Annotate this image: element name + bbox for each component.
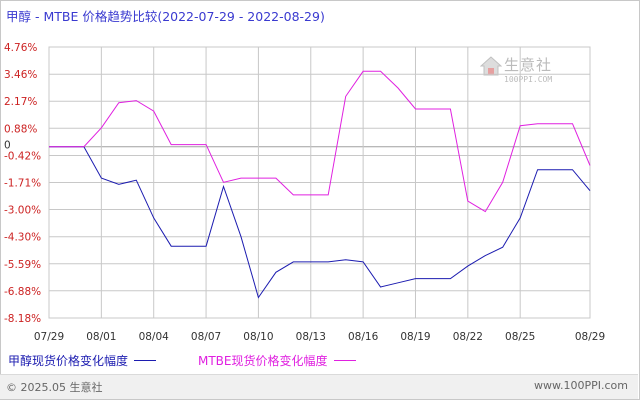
legend-swatch-series-1 xyxy=(134,360,157,361)
grid-lines xyxy=(48,46,591,319)
x-tick-label: 08/01 xyxy=(86,331,116,343)
legend-swatch-series-2 xyxy=(333,360,356,361)
x-tick-label: 07/29 xyxy=(34,331,64,343)
y-tick-label: -0.42% xyxy=(4,150,41,162)
x-tick-labels: 07/29 08/01 08/04 08/07 08/10 08/13 08/16 08/19… xyxy=(34,331,605,343)
x-tick-label: 08/10 xyxy=(243,331,273,343)
watermark-name: 生意社 xyxy=(504,56,553,74)
x-tick-label: 08/25 xyxy=(505,331,535,343)
legend-label-series-1: 甲醇现货价格变化幅度 xyxy=(8,354,129,368)
legend-label-series-2: MTBE现货价格变化幅度 xyxy=(198,354,328,368)
y-tick-label: 2.17% xyxy=(4,96,37,108)
y-tick-label: -6.88% xyxy=(4,286,41,298)
footer: © 2025.05 生意社 www.100PPI.com xyxy=(0,374,638,399)
series-line-1 xyxy=(49,146,591,299)
x-tick-label: 08/07 xyxy=(191,331,221,343)
x-tick-label: 08/13 xyxy=(296,331,326,343)
y-tick-label: -4.30% xyxy=(4,232,41,244)
y-tick-label: -8.18% xyxy=(4,313,41,325)
legend-item-series-2: MTBE现货价格变化幅度 xyxy=(198,352,362,369)
x-tick-label: 08/19 xyxy=(400,331,430,343)
legend-item-series-1: 甲醇现货价格变化幅度 xyxy=(8,352,162,369)
watermark-url: 100PPI.COM xyxy=(504,75,553,84)
y-tick-label: -1.71% xyxy=(4,178,41,190)
y-tick-label: -5.59% xyxy=(4,259,41,271)
y-tick-label: 0.88% xyxy=(4,123,37,135)
y-tick-label: 4.76% xyxy=(4,42,37,54)
x-tick-label: 08/16 xyxy=(348,331,379,343)
x-tick-label: 08/04 xyxy=(139,331,170,343)
x-tick-label: 08/22 xyxy=(453,331,483,343)
watermark: 生意社 100PPI.COM xyxy=(480,54,580,94)
y-tick-label: 3.46% xyxy=(4,69,37,81)
zero-label: 0 xyxy=(4,140,11,152)
line-chart: 4.76% 3.46% 2.17% 0.88% -0.42% -1.71% -3.00% -4… xyxy=(4,42,605,343)
footer-copyright: © 2025.05 生意社 xyxy=(6,381,103,394)
x-tick-label: 08/29 xyxy=(575,331,605,343)
footer-url-link[interactable]: www.100PPI.com xyxy=(534,379,628,392)
house-logo-icon xyxy=(480,56,502,76)
y-tick-labels: 4.76% 3.46% 2.17% 0.88% -0.42% -1.71% -3.00% -4… xyxy=(4,42,41,325)
series-line-2 xyxy=(49,70,591,213)
y-tick-label: -3.00% xyxy=(4,205,41,217)
legend: 甲醇现货价格变化幅度 MTBE现货价格变化幅度 xyxy=(0,352,640,368)
chart-title: 甲醇 - MTBE 价格趋势比较(2022-07-29 - 2022-08-29… xyxy=(6,9,325,24)
series-lines xyxy=(49,70,591,299)
